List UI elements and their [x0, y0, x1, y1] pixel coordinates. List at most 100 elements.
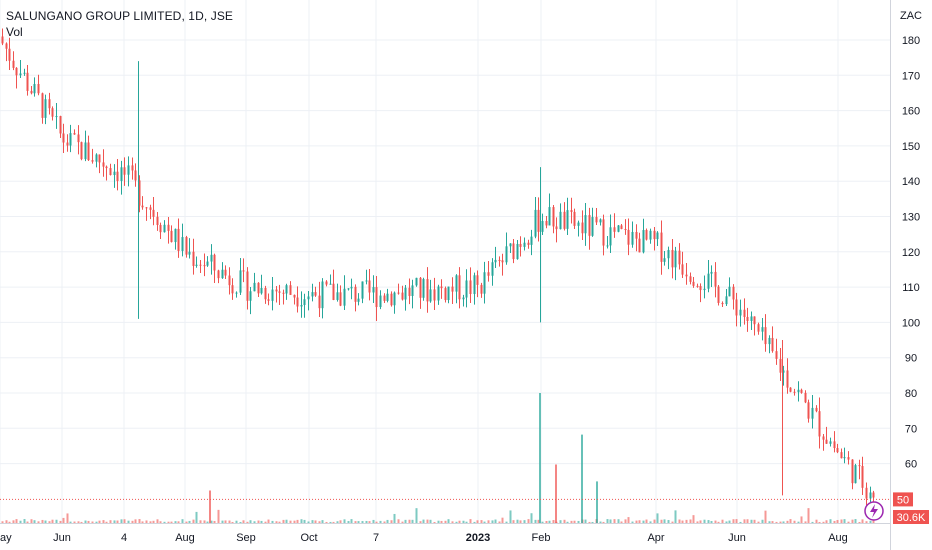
candle-body	[163, 224, 166, 233]
candle-body	[818, 411, 821, 437]
candle-body	[786, 370, 789, 388]
candle-body	[793, 391, 796, 393]
volume-bar	[782, 521, 785, 523]
volume-spike	[539, 393, 541, 523]
volume-bar	[95, 521, 98, 523]
volume-bar	[51, 519, 54, 523]
candle-body	[721, 302, 724, 305]
volume-bar	[631, 521, 634, 523]
candle-body	[534, 209, 537, 237]
volume-bar	[141, 521, 144, 523]
last-volume-label: 30.6K	[897, 512, 926, 524]
volume-bar	[188, 520, 191, 523]
price-tick-label: 150	[902, 141, 920, 153]
grid-layer	[0, 0, 890, 523]
candle-body	[357, 298, 360, 302]
candle-body	[696, 285, 699, 287]
candle-body	[797, 389, 800, 393]
candle-body	[174, 228, 177, 243]
candle-body	[775, 351, 778, 359]
volume-bar	[638, 520, 641, 523]
volume-bar	[469, 519, 472, 523]
candle-body	[476, 275, 479, 285]
candle-body	[397, 292, 400, 294]
volume-spike	[555, 464, 557, 523]
candle-body	[728, 286, 731, 297]
volume-bar	[267, 519, 270, 523]
candle-body	[487, 272, 490, 276]
volume-bar	[224, 520, 227, 523]
candle-body	[440, 286, 443, 289]
volume-bar	[37, 521, 40, 523]
candle-body	[98, 154, 101, 163]
candle-body	[678, 250, 681, 265]
candle-body	[120, 167, 123, 181]
candle-body	[649, 230, 652, 240]
volume-bar	[800, 516, 803, 523]
volume-bar	[750, 519, 753, 523]
volume-bar	[30, 519, 33, 523]
volume-bar	[44, 520, 47, 523]
volume-bar	[804, 521, 807, 523]
volume-bar	[253, 521, 256, 523]
volume-bar	[206, 521, 209, 523]
candle-body	[498, 259, 501, 261]
volume-bar	[401, 521, 404, 523]
candle-body	[59, 116, 62, 134]
volume-bar	[498, 521, 501, 523]
candle-body	[595, 217, 598, 223]
candle-body	[354, 286, 357, 302]
volume-bar	[41, 519, 44, 523]
candle-body	[833, 441, 836, 449]
volume-bar	[422, 519, 425, 523]
candle-body	[667, 249, 670, 259]
volume-bar	[757, 521, 760, 523]
candle-body	[717, 286, 720, 303]
volume-bar	[591, 521, 594, 523]
volume-bar	[48, 521, 51, 523]
volume-bar	[231, 521, 234, 523]
volume-bar	[566, 521, 569, 523]
lightning-icon[interactable]	[864, 501, 884, 521]
candle-body	[127, 165, 130, 175]
candle-body	[811, 407, 814, 419]
volume-bar	[156, 519, 159, 523]
volume-bar	[797, 521, 800, 523]
volume-bar	[145, 520, 148, 523]
volume-bar	[681, 520, 684, 523]
volume-bar	[753, 519, 756, 523]
candle-body	[836, 448, 839, 453]
candle-body	[145, 207, 148, 209]
volume-bar	[23, 519, 26, 523]
candle-body	[23, 72, 26, 74]
volume-bar	[872, 520, 875, 523]
candle-body	[645, 230, 648, 240]
time-tick-label: 4	[121, 532, 127, 544]
volume-bar	[768, 521, 771, 523]
candle-body	[260, 288, 263, 294]
candle-body	[329, 283, 332, 285]
volume-bar	[786, 520, 789, 523]
candle-body	[271, 289, 274, 301]
volume-bar	[246, 521, 249, 523]
candle-body	[703, 288, 706, 291]
candle-body	[444, 288, 447, 301]
price-tick-label: 90	[905, 353, 917, 365]
candle-body	[635, 231, 638, 239]
volume-bar	[386, 519, 389, 523]
volume-bar	[653, 519, 656, 523]
volume-bar	[73, 521, 76, 523]
candle-body	[55, 116, 58, 118]
candle-body	[739, 309, 742, 316]
candle-body	[782, 370, 785, 373]
candle-body	[707, 273, 710, 289]
volume-bar	[642, 520, 645, 523]
volume-bar	[404, 519, 407, 523]
volume-bar	[210, 520, 213, 523]
candle-body	[188, 251, 191, 255]
volume-bar	[383, 521, 386, 523]
candle-body	[591, 217, 594, 236]
candle-body	[656, 232, 659, 240]
